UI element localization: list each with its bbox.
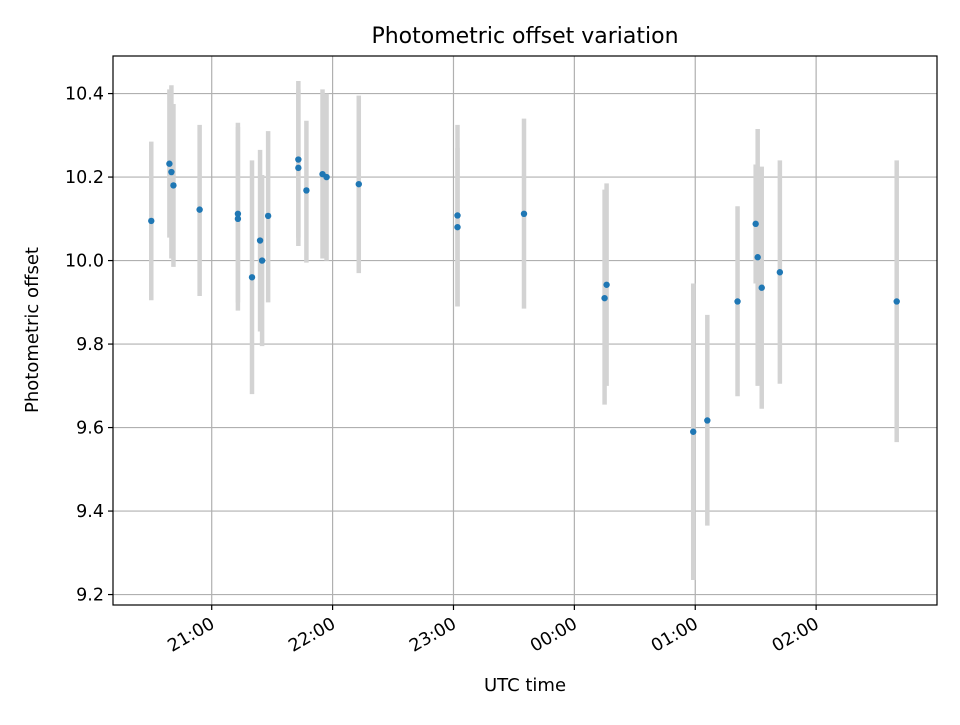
data-point (295, 164, 302, 172)
data-point (295, 156, 302, 163)
data-point (776, 269, 784, 276)
data-point (454, 212, 461, 219)
data-point (303, 187, 310, 194)
y-tick-label: 10.2 (65, 168, 104, 188)
data-point (752, 220, 759, 228)
y-tick-label: 10.0 (65, 252, 104, 272)
data-point (323, 173, 330, 181)
y-tick-label: 9.4 (76, 502, 104, 522)
y-tick-label: 9.8 (76, 335, 104, 355)
y-tick-label: 9.6 (76, 419, 104, 439)
data-point (168, 168, 175, 176)
data-point (196, 206, 203, 213)
data-point (148, 217, 155, 225)
point-layer (148, 156, 900, 435)
data-point (520, 210, 528, 218)
data-point (893, 298, 900, 305)
data-point (248, 274, 256, 281)
y-tick-label: 9.2 (76, 586, 104, 606)
data-point (704, 417, 711, 424)
data-point (454, 223, 461, 231)
data-point (758, 284, 765, 291)
data-point (754, 254, 761, 261)
chart-title: Photometric offset variation (371, 24, 678, 49)
data-point (264, 212, 272, 220)
data-point (256, 237, 264, 244)
y-axis-label: Photometric offset (22, 247, 43, 413)
data-point (170, 182, 177, 189)
data-point (166, 160, 173, 167)
data-point (601, 294, 608, 302)
data-point (603, 281, 610, 288)
x-axis-label: UTC time (484, 675, 566, 696)
data-point (734, 298, 741, 305)
data-point (234, 210, 242, 218)
data-point (234, 215, 242, 223)
data-point (355, 180, 362, 188)
y-tick-label: 10.4 (65, 85, 104, 105)
data-point (258, 257, 266, 264)
data-point (690, 428, 697, 435)
plot-area-frame (112, 55, 938, 606)
